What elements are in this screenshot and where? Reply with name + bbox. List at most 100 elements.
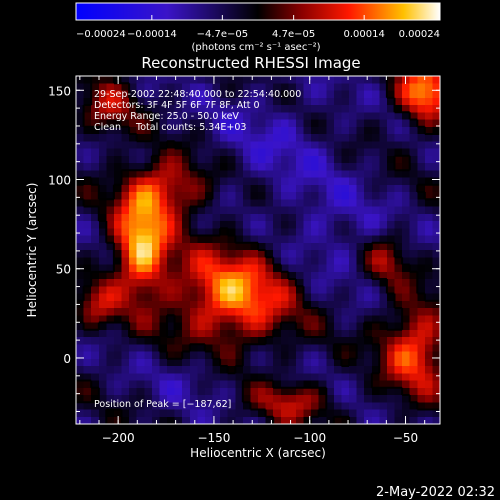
- heatmap-cell: [424, 264, 433, 273]
- heatmap-cell: [91, 213, 100, 222]
- heatmap-cell: [371, 300, 380, 309]
- heatmap-cell: [83, 308, 92, 316]
- heatmap-cell: [371, 315, 380, 323]
- heatmap-cell: [76, 409, 84, 418]
- heatmap-cell: [318, 308, 327, 316]
- heatmap-cell: [409, 358, 418, 367]
- heatmap-cell: [295, 380, 304, 389]
- heatmap-cell: [121, 221, 130, 229]
- heatmap-cell: [76, 308, 84, 316]
- heatmap-cell: [311, 416, 320, 425]
- heatmap-cell: [417, 337, 426, 345]
- heatmap-cell: [311, 257, 320, 265]
- heatmap-cell: [174, 250, 183, 258]
- heatmap-cell: [303, 90, 312, 99]
- heatmap-cell: [432, 293, 441, 302]
- heatmap-cell: [265, 141, 274, 149]
- heatmap-cell: [121, 148, 130, 157]
- heatmap-cell: [386, 308, 395, 316]
- heatmap-cell: [167, 105, 175, 113]
- heatmap-cell: [364, 380, 373, 389]
- heatmap-cell: [379, 337, 388, 345]
- heatmap-cell: [174, 337, 183, 345]
- heatmap-cell: [129, 416, 138, 425]
- heatmap-cell: [167, 112, 175, 120]
- heatmap-cell: [250, 366, 259, 374]
- heatmap-cell: [311, 351, 320, 360]
- heatmap-cell: [129, 395, 138, 403]
- heatmap-cell: [235, 264, 244, 273]
- heatmap-cell: [364, 271, 373, 280]
- heatmap-cell: [121, 126, 130, 135]
- heatmap-cell: [318, 286, 327, 294]
- heatmap-cell: [151, 213, 160, 222]
- heatmap-cell: [394, 293, 403, 302]
- heatmap-cell: [212, 221, 221, 229]
- heatmap-cell: [242, 163, 251, 171]
- heatmap-cell: [356, 308, 365, 316]
- heatmap-cell: [409, 170, 418, 178]
- heatmap-cell: [220, 416, 229, 425]
- heatmap-cell: [197, 308, 206, 316]
- heatmap-cell: [220, 170, 229, 178]
- heatmap-cell: [402, 402, 411, 410]
- heatmap-cell: [113, 83, 122, 91]
- heatmap-cell: [333, 199, 342, 207]
- heatmap-cell: [326, 97, 335, 106]
- heatmap-cell: [303, 257, 312, 265]
- heatmap-cell: [341, 322, 350, 331]
- heatmap-cell: [227, 206, 236, 215]
- heatmap-cell: [106, 228, 115, 236]
- heatmap-cell: [121, 163, 130, 171]
- heatmap-cell: [235, 373, 244, 381]
- heatmap-cell: [91, 235, 100, 244]
- heatmap-cell: [159, 90, 168, 99]
- heatmap-cell: [227, 199, 236, 207]
- heatmap-cell: [212, 184, 221, 193]
- heatmap-cell: [106, 337, 115, 345]
- heatmap-cell: [91, 221, 100, 229]
- heatmap-cell: [318, 322, 327, 331]
- heatmap-cell: [159, 228, 168, 236]
- heatmap-cell: [98, 105, 107, 113]
- heatmap-cell: [424, 170, 433, 178]
- heatmap-cell: [409, 257, 418, 265]
- heatmap-cell: [212, 322, 221, 331]
- heatmap-cell: [182, 380, 191, 389]
- heatmap-cell: [386, 184, 395, 193]
- heatmap-cell: [250, 271, 259, 280]
- heatmap-cell: [144, 279, 153, 287]
- heatmap-cell: [144, 373, 153, 381]
- heatmap-cell: [288, 279, 297, 287]
- heatmap-cell: [333, 416, 342, 425]
- heatmap-cell: [349, 337, 357, 345]
- heatmap-cell: [250, 221, 259, 229]
- heatmap-cell: [129, 257, 138, 265]
- heatmap-cell: [326, 387, 335, 396]
- heatmap-cell: [197, 83, 206, 91]
- heatmap-cell: [311, 221, 320, 229]
- heatmap-cell: [106, 315, 115, 323]
- heatmap-cell: [364, 250, 373, 258]
- heatmap-cell: [212, 141, 221, 149]
- heatmap-cell: [258, 90, 266, 99]
- heatmap-cell: [394, 184, 403, 193]
- heatmap-cell: [417, 228, 426, 236]
- heatmap-cell: [273, 141, 282, 149]
- heatmap-cell: [424, 199, 433, 207]
- heatmap-cell: [197, 366, 206, 374]
- heatmap-cell: [379, 242, 388, 251]
- heatmap-cell: [197, 134, 206, 142]
- heatmap-cell: [326, 264, 335, 273]
- heatmap-cell: [227, 351, 236, 360]
- heatmap-cell: [273, 257, 282, 265]
- heatmap-cell: [189, 409, 198, 418]
- heatmap-cell: [235, 76, 244, 84]
- heatmap-cell: [106, 221, 115, 229]
- heatmap-cell: [280, 170, 289, 178]
- heatmap-cell: [189, 134, 198, 142]
- heatmap-cell: [326, 76, 335, 84]
- heatmap-cell: [432, 221, 441, 229]
- heatmap-cell: [394, 242, 403, 251]
- heatmap-cell: [189, 279, 198, 287]
